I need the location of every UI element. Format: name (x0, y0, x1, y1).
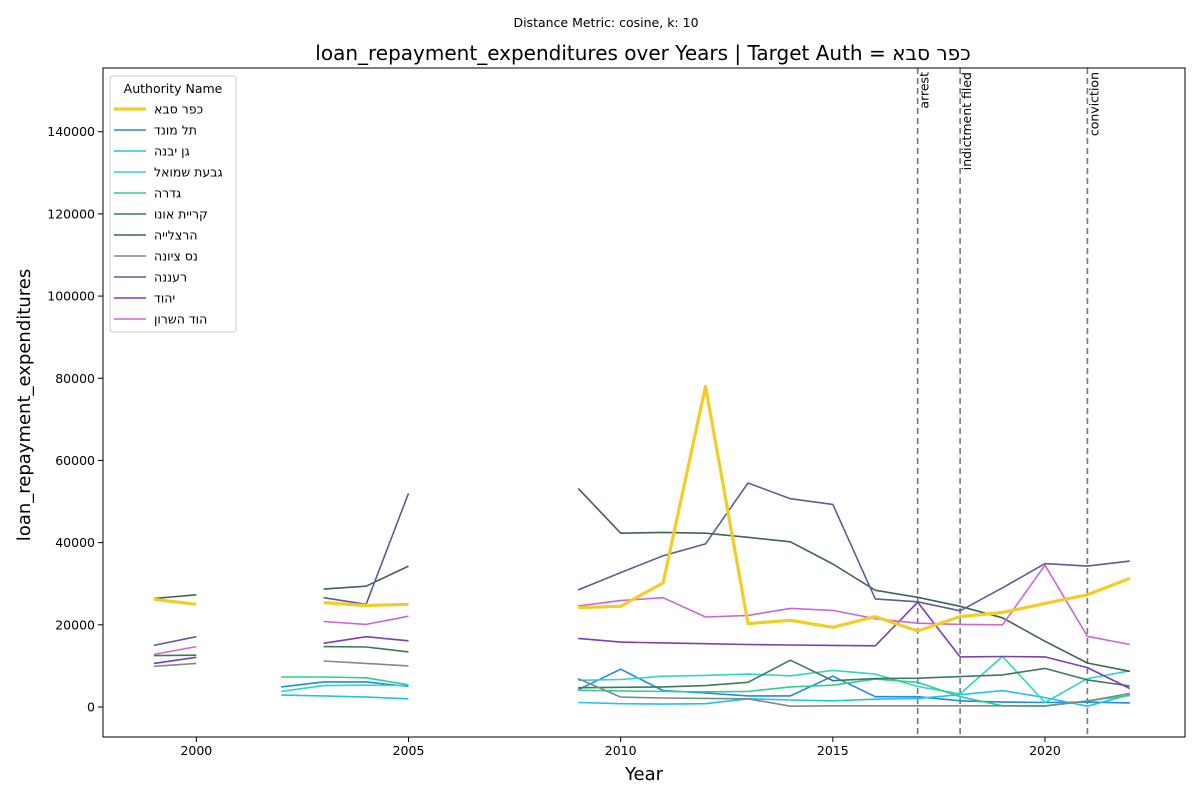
x-tick-label: 2000 (180, 743, 212, 758)
x-axis-label: Year (624, 764, 664, 785)
legend-label: תל מונד (154, 123, 197, 138)
x-tick-label: 2005 (393, 743, 425, 758)
y-tick-label: 80000 (55, 371, 95, 386)
event-label: arrest (917, 72, 932, 109)
series-line (153, 564, 1130, 656)
legend-label: יהוד (154, 291, 175, 306)
chart-suptitle: Distance Metric: cosine, k: 10 (513, 15, 698, 30)
y-tick-label: 40000 (55, 535, 95, 550)
series-line (153, 645, 1130, 689)
series-line (153, 384, 1131, 633)
legend-label: הוד השרון (154, 312, 207, 327)
chart-title: loan_repayment_expenditures over Years |… (315, 41, 970, 65)
plot-frame (102, 67, 1186, 738)
event-label: conviction (1086, 72, 1101, 136)
y-tick-label: 100000 (47, 289, 95, 304)
series-line (281, 655, 1130, 704)
legend-box (109, 75, 237, 333)
legend-label: רעננה (154, 270, 187, 285)
y-tick-label: 140000 (47, 124, 95, 139)
legend-title: Authority Name (124, 81, 223, 96)
series-line (153, 482, 1130, 647)
series-lines (153, 384, 1131, 707)
axis-ticks: 2000 2005 2010 2015 2020 0 20000 40000 60000 8000… (47, 124, 1061, 758)
series-line (153, 487, 1130, 673)
legend-label: גבעת שמואל (154, 165, 223, 180)
series-line (281, 689, 1131, 707)
legend: Authority Name כפר סבא תל מונד גן יבנה גבעת… (109, 75, 237, 333)
legend-label: כפר סבא (154, 102, 203, 117)
x-tick-label: 2020 (1029, 743, 1061, 758)
y-tick-label: 20000 (55, 617, 95, 632)
y-tick-label: 60000 (55, 453, 95, 468)
y-tick-label: 120000 (47, 206, 95, 221)
y-tick-label: 0 (87, 700, 95, 715)
x-tick-label: 2015 (817, 743, 849, 758)
event-label: indictment filed (959, 72, 974, 170)
legend-label: גן יבנה (154, 144, 190, 159)
x-tick-label: 2010 (605, 743, 637, 758)
legend-label: גדרה (154, 186, 181, 201)
legend-label: נס ציונה (154, 249, 198, 264)
y-axis-label: loan_repayment_expenditures (14, 269, 35, 541)
legend-label: קריית אונו (154, 207, 208, 222)
legend-label: הרצלייה (154, 228, 198, 243)
series-line (153, 660, 1130, 707)
series-line (153, 601, 1131, 690)
event-markers: arrest indictment filed conviction (917, 68, 1101, 737)
